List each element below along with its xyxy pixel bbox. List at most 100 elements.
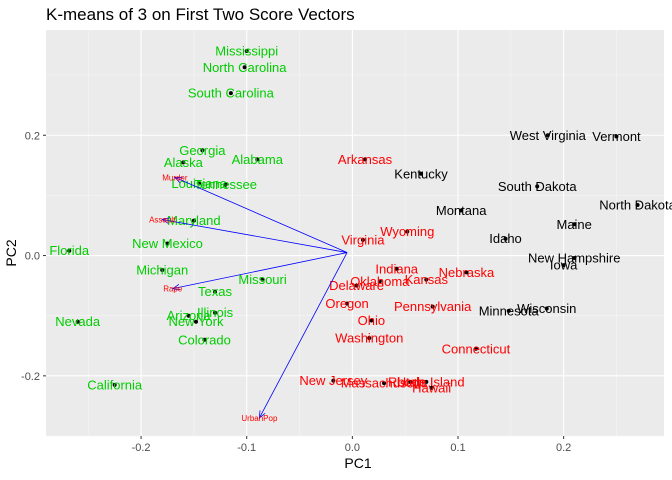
arrow-label: Assault [149, 215, 176, 224]
state-label: New York [169, 314, 224, 329]
state-label: Maine [556, 217, 591, 232]
state-label: Alaska [164, 155, 204, 170]
state-label: Idaho [489, 231, 522, 246]
state-label: Kansas [405, 272, 449, 287]
y-axis: -0.2 0.0 0.2 [21, 130, 46, 383]
arrow-label: Murder [162, 173, 188, 182]
state-label: West Virginia [510, 128, 587, 143]
point-virginia [360, 237, 365, 242]
point-new-mexico [165, 241, 170, 246]
point-north-carolina [242, 65, 247, 70]
state-label: Tennessee [194, 177, 257, 192]
x-tick-label: -0.1 [237, 442, 256, 454]
state-label: Illinois [197, 305, 234, 320]
point-oregon [345, 301, 350, 306]
point-new-hampshire [572, 255, 577, 260]
point-kansas [424, 277, 429, 282]
state-label: Minnesota [479, 303, 540, 318]
point-west-virginia [545, 133, 550, 138]
point-maryland [191, 218, 196, 223]
arrow-urbanpop [259, 252, 348, 418]
point-texas [213, 289, 218, 294]
state-label: Oklahoma [350, 274, 410, 289]
loading-arrows: Murder Assault Rape UrbanPop [149, 173, 348, 423]
state-label: Connecticut [442, 341, 511, 356]
y-tick-label: 0.2 [25, 130, 40, 142]
state-label: Pennsylvania [394, 299, 472, 314]
point-arizona [186, 313, 191, 318]
point-hawaii [429, 385, 434, 390]
arrow-rape [173, 252, 348, 289]
state-label: Indiana [375, 261, 418, 276]
point-new-jersey [331, 378, 336, 383]
arrow-label: Rape [163, 285, 183, 294]
state-label: New Jersey [299, 373, 367, 388]
state-label: South Dakota [498, 179, 578, 194]
point-south-carolina [228, 91, 233, 96]
state-label: Rhode Island [388, 374, 465, 389]
state-label: Vermont [592, 129, 641, 144]
point-utah [408, 379, 413, 384]
point-connecticut [473, 346, 478, 351]
point-north-dakota [635, 203, 640, 208]
point-nevada [75, 319, 80, 324]
y-tick-label: -0.2 [21, 371, 40, 383]
state-label: Washington [335, 330, 403, 345]
point-alabama [255, 157, 260, 162]
point-ohio [369, 318, 374, 323]
point-rhode-island [424, 379, 429, 384]
state-label: Nevada [55, 314, 101, 329]
state-label: Texas [198, 284, 232, 299]
state-label: Louisiana [171, 176, 227, 191]
state-label: Oregon [325, 296, 368, 311]
point-louisiana [197, 181, 202, 186]
chart-title: K-means of 3 on First Two Score Vectors [46, 5, 355, 24]
x-tick-label: 0.2 [556, 442, 571, 454]
state-label: Nebraska [439, 265, 495, 280]
x-tick-label: -0.2 [132, 442, 151, 454]
point-california [112, 382, 117, 387]
point-arkansas [363, 157, 368, 162]
state-label: California [87, 377, 143, 392]
state-label: Ohio [358, 313, 385, 328]
point-idaho [503, 236, 508, 241]
point-new-york [194, 319, 199, 324]
state-label: Kentucky [394, 166, 448, 181]
x-tick-label: 0.1 [450, 442, 465, 454]
y-tick-label: 0.0 [25, 251, 40, 263]
x-axis: -0.2 -0.1 0.0 0.1 0.2 [132, 436, 571, 454]
state-label: Wyoming [380, 224, 434, 239]
point-michigan [160, 267, 165, 272]
point-wyoming [405, 229, 410, 234]
point-massachusetts [382, 381, 387, 386]
point-kentucky [419, 171, 424, 176]
panel-background [46, 30, 664, 436]
point-florida [67, 248, 72, 253]
point-missouri [260, 277, 265, 282]
state-label: Mississippi [215, 44, 278, 59]
point-delaware [354, 283, 359, 288]
point-illinois [213, 310, 218, 315]
state-label: New Hampshire [528, 250, 620, 265]
state-label: Maryland [167, 213, 220, 228]
state-label: Arkansas [338, 152, 393, 167]
state-label: South Carolina [188, 86, 275, 101]
state-label: Virginia [341, 232, 385, 247]
y-axis-title: PC2 [3, 239, 19, 266]
point-pennsylvania [430, 304, 435, 309]
x-axis-title: PC1 [344, 455, 371, 471]
point-colorado [202, 337, 207, 342]
state-label: Utah [397, 374, 424, 389]
point-alaska [181, 160, 186, 165]
point-nebraska [464, 270, 469, 275]
point-indiana [394, 266, 399, 271]
state-label: Georgia [179, 143, 226, 158]
arrow-label: UrbanPop [241, 414, 278, 423]
x-tick-label: 0.0 [345, 442, 360, 454]
state-label: Hawaii [412, 380, 451, 395]
state-label: Colorado [178, 332, 231, 347]
arrow-murder [175, 177, 348, 253]
state-label: Michigan [136, 262, 188, 277]
